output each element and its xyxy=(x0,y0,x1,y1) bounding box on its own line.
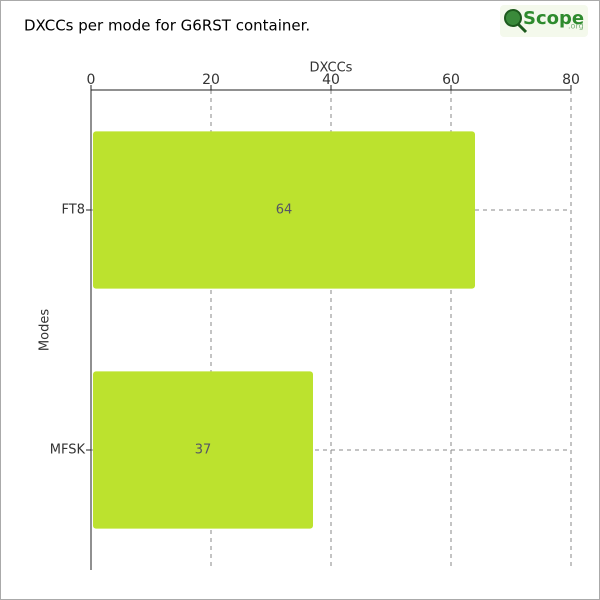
x-tick-label: 40 xyxy=(322,72,340,88)
y-tick-label: FT8 xyxy=(62,203,85,218)
logo-text: Scope xyxy=(523,8,584,29)
y-axis-label: Modes xyxy=(38,309,53,351)
logo-suffix: .org xyxy=(568,22,584,31)
value-label: 64 xyxy=(276,203,293,218)
bar xyxy=(93,131,475,289)
logo-handle xyxy=(516,22,528,34)
logo: Scope .org xyxy=(500,5,588,37)
x-tick-label: 0 xyxy=(87,72,96,88)
y-tick-label: MFSK xyxy=(50,443,86,458)
x-axis-label: DXCCs xyxy=(310,61,353,76)
value-label: 37 xyxy=(195,443,212,458)
x-tick-label: 60 xyxy=(442,72,460,88)
chart-title: DXCCs per mode for G6RST container. xyxy=(24,17,310,35)
x-tick-label: 20 xyxy=(202,72,220,88)
logo-icon xyxy=(504,9,522,27)
bar xyxy=(93,371,313,529)
x-tick-label: 80 xyxy=(562,72,580,88)
